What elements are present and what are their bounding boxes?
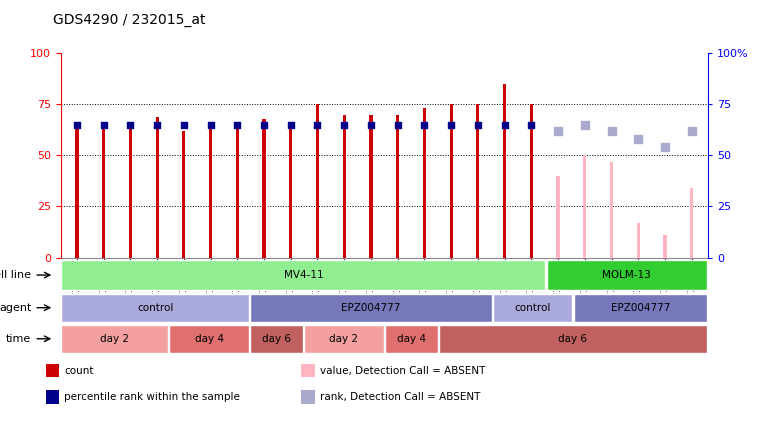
Text: day 6: day 6 [559,334,587,344]
Text: control: control [137,303,174,313]
Point [445,121,457,128]
Bar [46,364,59,377]
Bar [450,104,453,258]
Point [686,127,698,135]
Bar [304,325,384,353]
Point [231,121,244,128]
Bar [369,115,373,258]
Point [498,121,511,128]
Bar [102,129,105,258]
Bar [155,117,159,258]
Text: day 6: day 6 [262,334,291,344]
Bar [690,188,693,258]
Bar [637,223,640,258]
Point [311,121,323,128]
Bar [423,108,426,258]
Bar [503,84,506,258]
Text: value, Detection Call = ABSENT: value, Detection Call = ABSENT [320,365,485,376]
Point [392,121,404,128]
Point [525,121,537,128]
Point [659,144,671,151]
Text: day 4: day 4 [396,334,425,344]
Bar [476,104,479,258]
Bar [583,155,587,258]
Text: control: control [514,303,551,313]
Bar [209,129,212,258]
Text: percentile rank within the sample: percentile rank within the sample [64,392,240,402]
Bar [610,162,613,258]
Point [578,121,591,128]
Bar [530,104,533,258]
Bar [492,294,572,321]
Text: GDS4290 / 232015_at: GDS4290 / 232015_at [53,12,205,27]
Text: day 2: day 2 [330,334,358,344]
Bar [236,129,239,258]
Text: count: count [64,365,94,376]
Point [285,121,297,128]
Text: EPZ004777: EPZ004777 [610,303,670,313]
Bar [263,119,266,258]
Bar [664,235,667,258]
Text: rank, Detection Call = ABSENT: rank, Detection Call = ABSENT [320,392,480,402]
Bar [46,390,59,404]
Bar [182,131,186,258]
Point [632,135,645,143]
Point [552,127,564,135]
Text: time: time [6,334,31,344]
Point [338,121,350,128]
Bar [169,325,249,353]
Bar [316,104,319,258]
Bar [385,325,438,353]
Bar [556,176,559,258]
Bar [289,129,292,258]
Point [419,121,431,128]
Point [472,121,484,128]
Bar [396,115,400,258]
Bar [62,294,249,321]
Point [258,121,270,128]
Bar [439,325,707,353]
Bar [129,129,132,258]
Bar [62,325,168,353]
Text: MOLM-13: MOLM-13 [603,270,651,280]
Bar [546,260,707,290]
Bar [342,115,345,258]
Text: agent: agent [0,303,31,313]
Point [606,127,618,135]
Bar [250,294,492,321]
Bar [62,260,546,290]
Bar [301,390,314,404]
Text: MV4-11: MV4-11 [284,270,323,280]
Bar [574,294,707,321]
Bar [301,364,314,377]
Text: cell line: cell line [0,270,31,280]
Point [178,121,190,128]
Point [97,121,110,128]
Text: EPZ004777: EPZ004777 [341,303,400,313]
Point [205,121,217,128]
Point [151,121,163,128]
Bar [250,325,303,353]
Text: day 4: day 4 [195,334,224,344]
Text: day 2: day 2 [100,334,129,344]
Point [365,121,377,128]
Point [71,121,83,128]
Bar [75,129,78,258]
Point [124,121,136,128]
